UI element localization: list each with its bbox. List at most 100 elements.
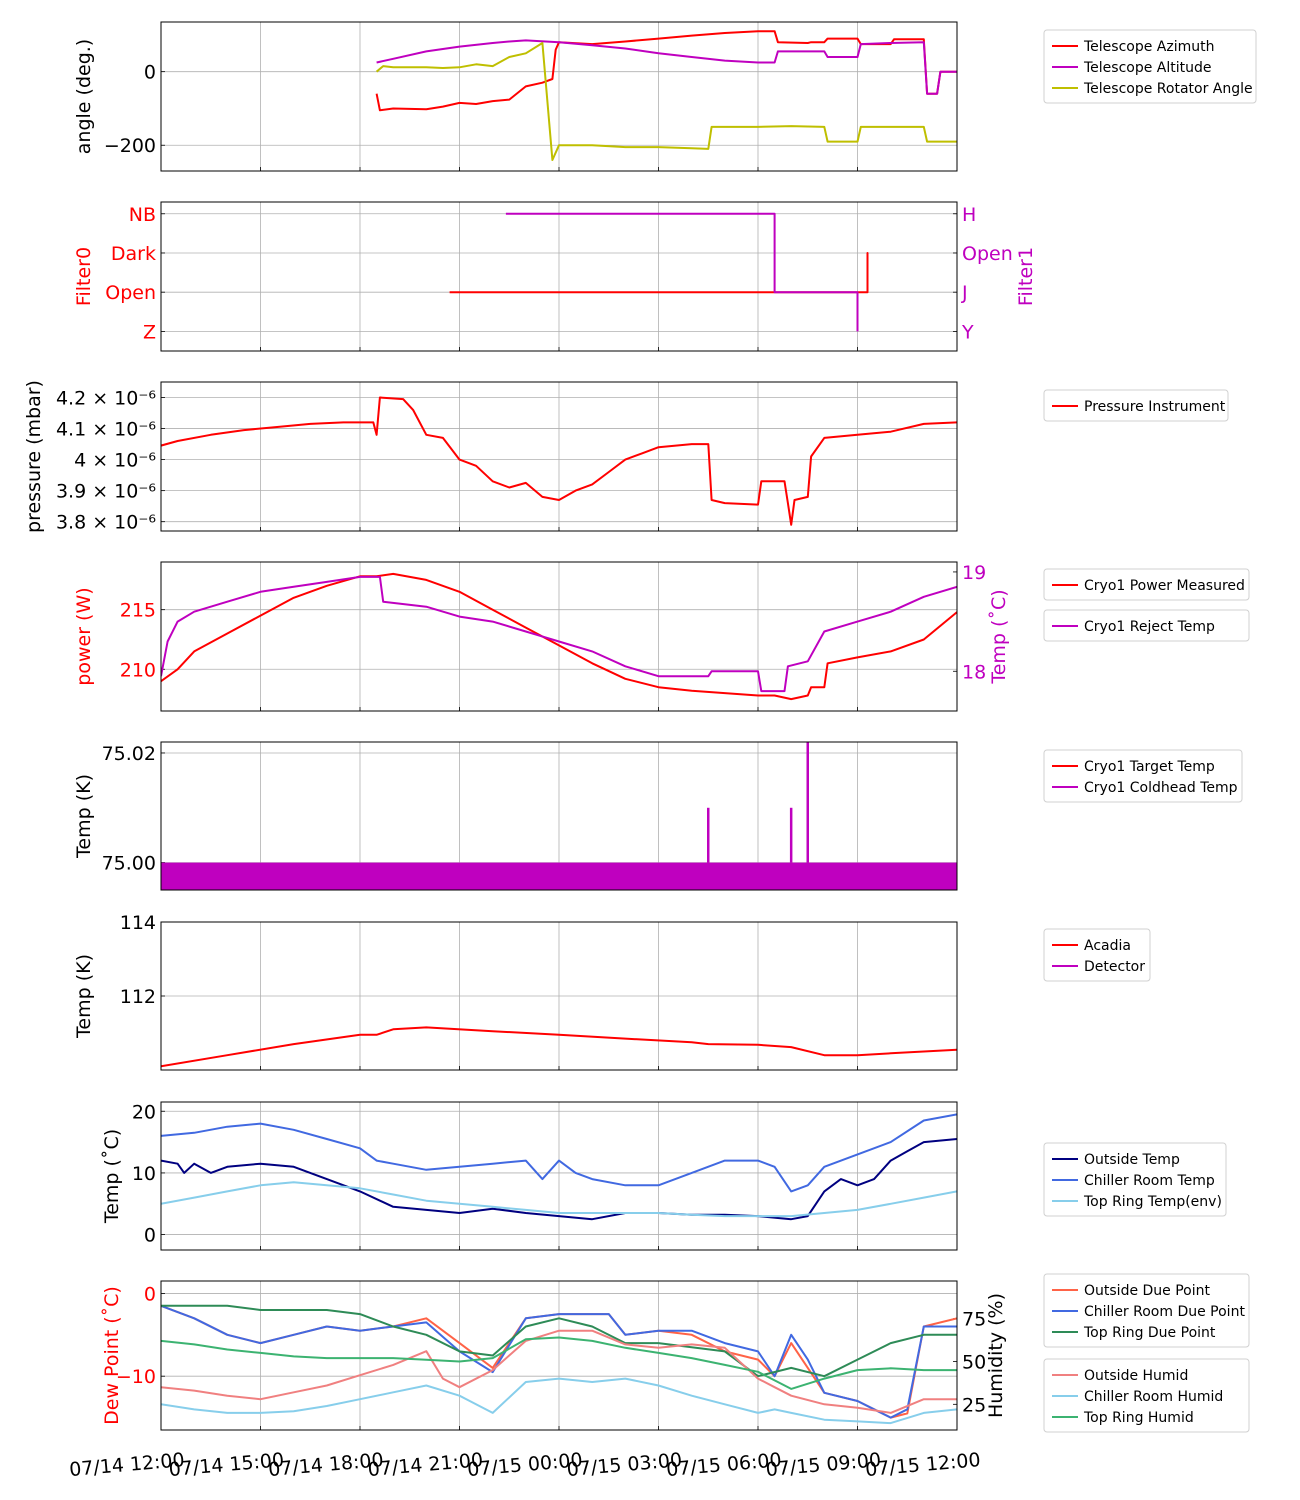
axes-frame [160,561,958,712]
legend-label: Cryo1 Target Temp [1084,759,1215,775]
y-tick-label: 75.00 [102,853,156,875]
plot-area [161,572,957,701]
panel-dewpoint: 0 −10 25 50 75 Dew Point (˚C) Humidity (%) Outs… [101,1273,1250,1433]
panel-telescope: 0 −200 angle (deg.) Telescope Azimuth Telesc… [73,21,1257,172]
y-tick-label: 0 [144,1225,156,1247]
series-line-filter0 [449,252,869,294]
y-tick-label: 210 [120,659,156,681]
axes-frame [160,1101,958,1251]
plot-area [161,396,957,526]
panel-acadia: 112 114 Temp (K) Acadia Detector [73,912,1151,1071]
legend-label: Top Ring Temp(env) [1083,1194,1222,1210]
y-right-axis-label: Filter1 [1015,247,1037,306]
series-line-chiller-room-due-point [161,1304,957,1419]
series-line-cryo1-reject-temp [161,575,957,693]
y-axis-label: Temp (K) [73,954,95,1039]
plot-area [161,1026,957,1068]
series-line-top-ring-humid [161,1336,957,1390]
legend-box [1043,928,1151,982]
y-tick-label: Open [105,282,156,304]
legend-box [1043,1142,1227,1217]
legend-label: Outside Humid [1084,1368,1188,1384]
y-tick-label: Dark [111,243,156,265]
y-right-tick-label: 75 [962,1309,986,1331]
y-right-tick-label: Y [961,321,974,343]
y-axis-label: Temp (˚C) [101,1129,123,1224]
y-axis-label: pressure (mbar) [23,380,45,533]
axes-frame [160,21,958,172]
panel-cryo_temp: 75.00 75.02 Temp (K) Cryo1 Target Temp Cryo1… [73,741,1243,891]
y-tick-label: −200 [104,135,156,157]
y-right-axis-label: Humidity (%) [985,1293,1007,1418]
panel-pressure: 4.2 × 10⁻⁶ 4.1 × 10⁻⁶ 4 × 10⁻⁶ 3.9 × 10⁻⁶ 3.… [23,380,1229,534]
series-band [161,862,957,890]
y-tick-label: 3.8 × 10⁻⁶ [56,512,156,534]
series-line-chiller-room-humid [161,1377,957,1425]
plot-area [161,1113,957,1221]
y-tick-label: 3.9 × 10⁻⁶ [56,481,156,503]
y-tick-label: 4.2 × 10⁻⁶ [56,388,156,410]
y-tick-label: 0 [144,1283,156,1305]
x-tick-label: 07/15 12:00 [864,1449,981,1481]
y-tick-label: Z [143,321,156,343]
legend-label: Telescope Azimuth [1083,39,1214,55]
y-tick-label: 75.02 [102,743,156,765]
y-tick-label: 0 [144,62,156,84]
series-line-filter1 [505,212,859,332]
axes-frame [160,1280,958,1431]
plot-area [161,742,957,890]
series-line-outside-temp [161,1138,957,1221]
axes-frame [160,381,958,532]
y-axis-label: power (W) [73,587,95,685]
y-axis-label: Filter0 [73,247,95,306]
legend-label: Top Ring Humid [1083,1410,1194,1426]
y-right-tick-label: 50 [962,1351,986,1373]
legend-label: Pressure Instrument [1084,399,1226,415]
plot-area [375,30,957,161]
legend-box [1043,609,1250,642]
panel-temps: 0 10 20 Temp (˚C) Outside Temp Chiller Room T… [101,1101,1227,1251]
legend-box [1043,1273,1250,1348]
legend-label: Telescope Rotator Angle [1083,81,1253,97]
legend-label: Cryo1 Power Measured [1084,578,1245,594]
series-line-chiller-room-temp [161,1113,957,1193]
panel-cryo_power: 210 215 18 19 power (W) Temp (˚C) Cryo1 Power … [73,561,1250,712]
y-right-tick-label: 18 [962,661,986,683]
y-tick-label: NB [129,204,156,226]
legend-label: Cryo1 Reject Temp [1084,619,1215,635]
axes-frame [160,201,958,352]
axes-frame [160,921,958,1071]
y-tick-label: 20 [132,1101,156,1123]
series-line-top-ring-temp-env- [161,1181,957,1218]
legend-label: Outside Due Point [1084,1283,1211,1299]
legend-box [1043,749,1243,803]
series-line-pressure-instrument [161,396,957,526]
y-tick-label: 114 [120,912,156,934]
y-right-tick-label: 25 [962,1394,986,1416]
y-tick-label: 4.1 × 10⁻⁶ [56,419,156,441]
legend-box [1043,1358,1250,1433]
legend-label: Chiller Room Temp [1084,1173,1215,1189]
legend-label: Top Ring Due Point [1083,1325,1216,1341]
panel-filters: Z Open Dark NB YJ Open H Filter0 Filter1 [73,201,1037,352]
y-right-tick-label: J [961,282,968,304]
series-line-outside-humid [161,1329,957,1414]
y-right-axis-label: Temp (˚C) [988,589,1010,684]
legend-box [1043,389,1229,422]
series-line-telescope-altitude [376,39,957,95]
legend-label: Telescope Altitude [1083,60,1212,76]
legend-label: Cryo1 Coldhead Temp [1084,780,1238,796]
y-right-tick-label: Open [962,243,1013,265]
axes-frame [160,741,958,891]
plot-area [161,1304,957,1425]
y-axis-label: Temp (K) [73,774,95,859]
y-right-tick-label: H [962,204,976,226]
legend-label: Chiller Room Humid [1084,1389,1223,1405]
legend-label: Detector [1084,959,1145,975]
y-tick-label: 4 × 10⁻⁶ [74,450,156,472]
y-axis-label: Dew Point (˚C) [101,1286,123,1425]
series-line-acadia [161,1026,957,1068]
y-right-tick-label: 19 [962,562,986,584]
series-line-top-ring-due-point [161,1304,957,1378]
